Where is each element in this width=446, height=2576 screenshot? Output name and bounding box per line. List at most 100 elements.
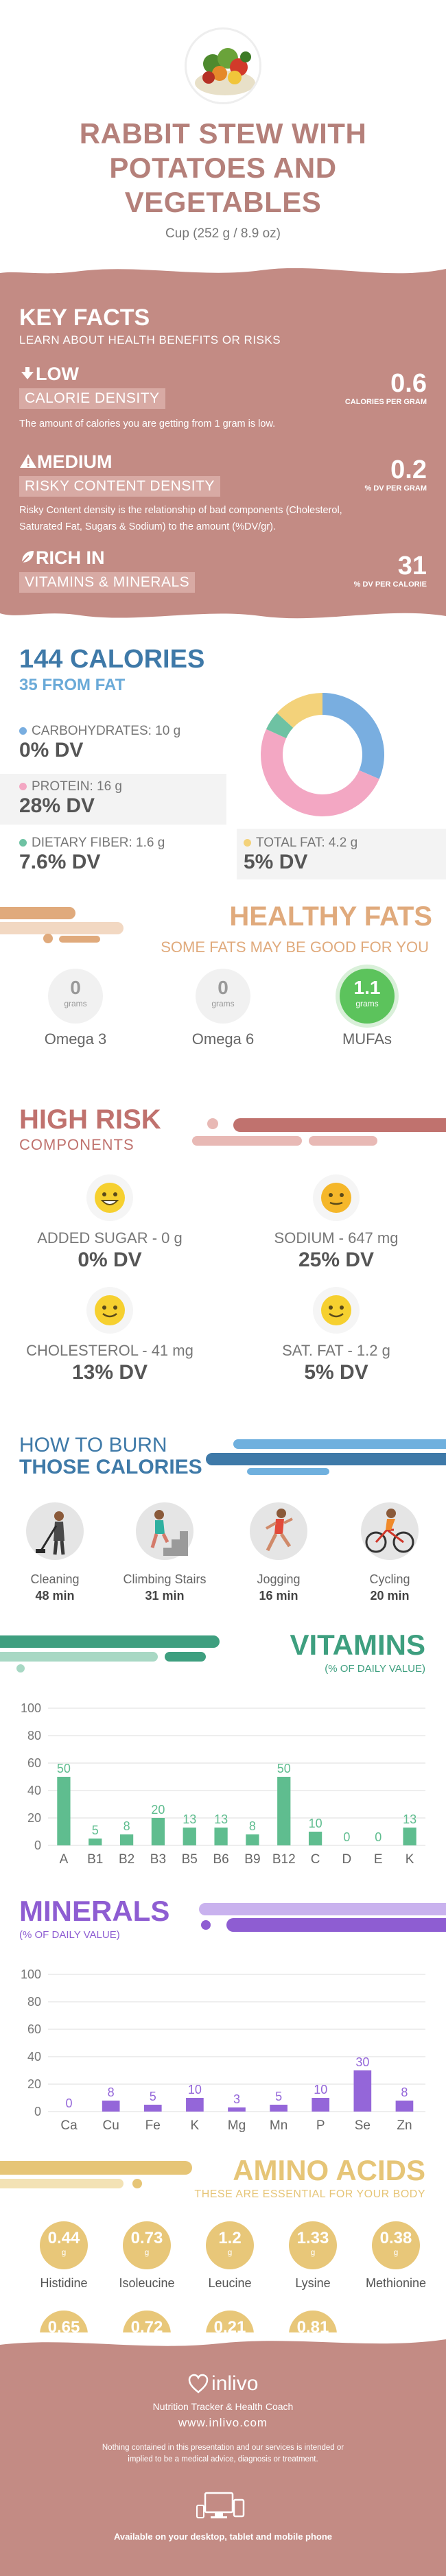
leaf-icon	[21, 551, 34, 563]
carbs-dv: 0% DV	[19, 739, 84, 761]
x-tick-label: B6	[213, 1852, 228, 1867]
x-tick-label: Se	[355, 2118, 371, 2133]
x-tick-label: B9	[244, 1852, 260, 1867]
bar-B2	[119, 1834, 134, 1845]
climbing-stairs-icon	[150, 1510, 188, 1556]
x-tick-label: B12	[272, 1852, 296, 1867]
amino-value: 0.73	[130, 2229, 163, 2247]
rich-in-level: RICH IN	[19, 547, 105, 569]
bar-value-label: 10	[309, 1817, 322, 1830]
risky-content-label: RISKY CONTENT DENSITY	[19, 476, 220, 497]
donut-slice-carbohydrates	[322, 693, 384, 779]
cholesterol-label: CHOLESTEROL - 41 mg	[26, 1342, 193, 1359]
jogging-icon	[266, 1509, 293, 1552]
omega3-value: 0	[70, 977, 81, 998]
rich-in-level-text: RICH IN	[36, 547, 105, 568]
x-tick-label: B1	[87, 1852, 103, 1867]
warning-icon	[20, 454, 36, 468]
rich-in-label: VITAMINS & MINERALS	[19, 572, 196, 593]
amino-acids-subtitle: THESE ARE ESSENTIAL FOR YOUR BODY	[194, 2188, 425, 2200]
cycling-icon	[365, 1509, 414, 1553]
x-tick-label: Mg	[228, 2118, 246, 2133]
x-tick-label: Ca	[60, 2118, 78, 2133]
amino-acids-title: AMINO ACIDS	[233, 2154, 425, 2186]
risky-content-unit: % DV PER GRAM	[364, 484, 427, 493]
cleaning-illustration	[26, 1502, 84, 1560]
bar-Mg	[228, 2107, 246, 2112]
fat-label: TOTAL FAT: 4.2 g	[256, 836, 358, 850]
bar-B3	[151, 1818, 165, 1845]
risky-content-level: MEDIUM	[19, 451, 113, 473]
sat-fat-face	[313, 1287, 360, 1334]
risky-content-desc: Risky Content density is the relationshi…	[19, 505, 342, 532]
rich-in-value: 31	[397, 552, 427, 580]
y-tick-label: 80	[27, 1729, 41, 1742]
device-icons	[0, 2490, 446, 2525]
healthy-fats-subtitle: SOME FATS MAY BE GOOD FOR YOU	[161, 938, 429, 956]
amino-label-histidine: Histidine	[40, 2276, 88, 2290]
y-tick-label: 0	[34, 2105, 41, 2118]
calories-title: 144 CALORIES	[19, 645, 205, 674]
amino-label-lysine: Lysine	[295, 2276, 331, 2290]
amino-unit: g	[227, 2247, 233, 2257]
sat-fat-dv: 5% DV	[304, 1361, 368, 1384]
bar-Cu	[102, 2101, 120, 2112]
sodium-dv: 25% DV	[298, 1249, 375, 1271]
y-tick-label: 40	[27, 2050, 41, 2064]
y-tick-label: 60	[27, 1756, 41, 1770]
cholesterol-face	[86, 1287, 133, 1334]
omega6-value: 0	[218, 977, 228, 998]
jogging-illustration	[250, 1502, 307, 1560]
footer-tagline: Nutrition Tracker & Health Coach	[152, 2401, 294, 2412]
page-title: RABBIT STEW WITH POTATOES AND VEGETABLES	[79, 117, 367, 218]
bar-value-label: 10	[314, 2083, 327, 2096]
y-tick-label: 20	[27, 1811, 41, 1825]
y-tick-label: 40	[27, 1784, 41, 1797]
bar-value-label: 20	[151, 1803, 165, 1817]
vitamins-decor-bars	[0, 1635, 220, 1673]
bar-value-label: 8	[124, 1819, 130, 1833]
burn-title-line2: THOSE CALORIES	[19, 1456, 202, 1478]
mufas-unit: grams	[355, 999, 379, 1008]
bar-value-label: 13	[403, 1812, 416, 1826]
amino-unit: g	[393, 2247, 399, 2257]
x-tick-label: Cu	[103, 2118, 119, 2133]
happy-face-icon	[95, 1183, 125, 1213]
calorie-density-desc: The amount of calories you are getting f…	[19, 418, 276, 429]
amino-label-methionine: Methionine	[365, 2276, 427, 2290]
stairs-min: 31 min	[145, 1589, 185, 1603]
smile-face-icon	[95, 1295, 125, 1325]
minerals-title: MINERALS	[19, 1895, 170, 1927]
wave-bottom	[0, 613, 446, 631]
calorie-density-level-text: LOW	[36, 364, 79, 384]
sat-fat-label: SAT. FAT - 1.2 g	[282, 1342, 390, 1359]
footer-wave	[0, 2332, 446, 2346]
bar-value-label: 8	[108, 2085, 115, 2099]
mufas-circle: 1.1 grams	[340, 969, 395, 1024]
x-tick-label: A	[60, 1852, 69, 1867]
bar-value-label: 3	[233, 2092, 240, 2106]
jogging-min: 16 min	[259, 1589, 298, 1603]
bar-value-label: 5	[275, 2090, 282, 2103]
amino-label-isoleucine: Isoleucine	[119, 2276, 175, 2290]
x-tick-label: P	[316, 2118, 325, 2133]
added-sugar-label: ADDED SUGAR - 0 g	[37, 1229, 183, 1246]
bar-value-label: 13	[214, 1812, 228, 1826]
fiber-dot	[19, 839, 27, 847]
wave-top	[0, 261, 446, 274]
x-tick-label: E	[374, 1852, 383, 1867]
fat-dv: 5% DV	[244, 851, 308, 873]
fiber-label: DIETARY FIBER: 1.6 g	[32, 836, 165, 850]
amino-circle-isoleucine: 0.73 g	[123, 2221, 171, 2269]
y-tick-label: 60	[27, 2022, 41, 2036]
heart-icon	[188, 2374, 208, 2394]
bar-value-label: 5	[150, 2090, 156, 2103]
cycling-min: 20 min	[370, 1589, 410, 1603]
protein-dv: 28% DV	[19, 794, 95, 817]
neutral-face-icon	[321, 1183, 351, 1213]
minerals-decor-bars	[199, 1903, 446, 1932]
x-tick-label: D	[342, 1852, 352, 1867]
x-tick-label: Zn	[397, 2118, 412, 2133]
footer-url[interactable]: www.inlivo.com	[178, 2416, 268, 2429]
amino-unit: g	[61, 2247, 67, 2257]
